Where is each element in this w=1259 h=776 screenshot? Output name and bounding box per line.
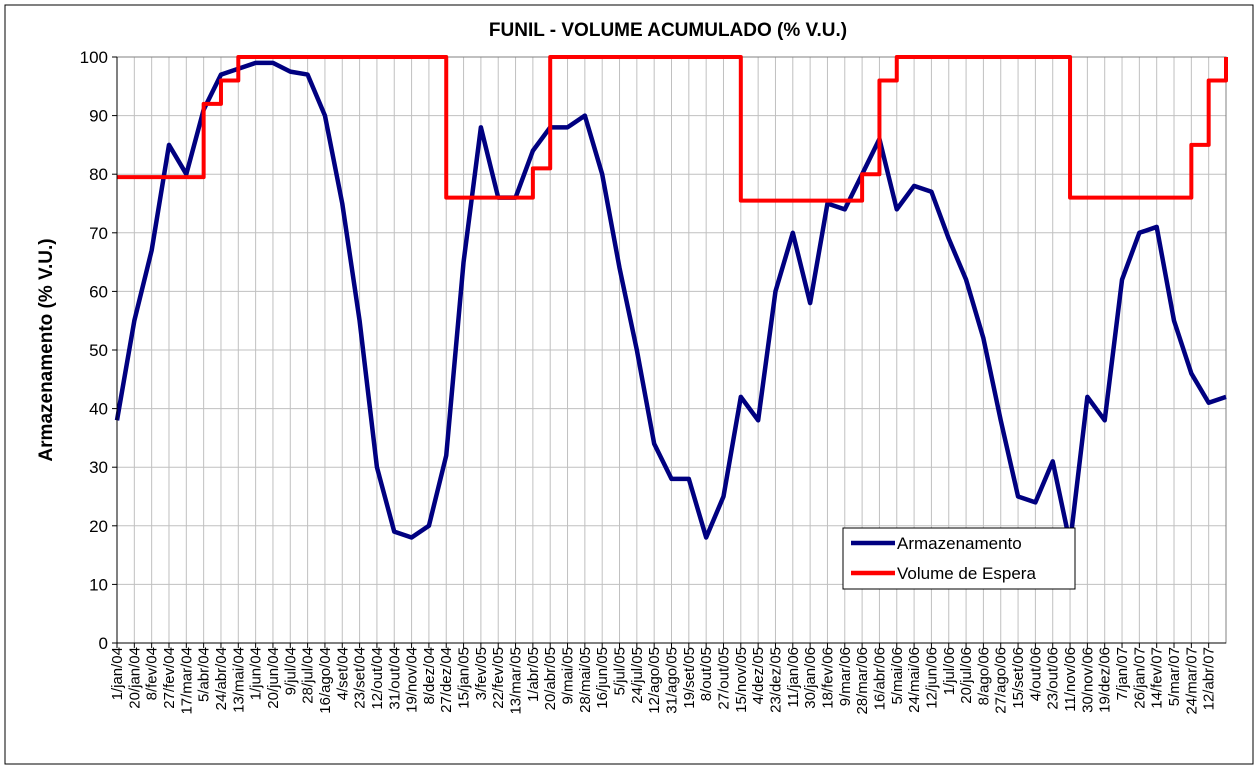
x-tick-label: 11/jan/06 bbox=[785, 647, 802, 708]
x-tick-label: 16/jun/05 bbox=[594, 647, 611, 709]
x-tick-label: 30/nov/06 bbox=[1079, 647, 1096, 713]
x-tick-label: 12/abr/07 bbox=[1201, 647, 1218, 710]
y-tick-label: 60 bbox=[89, 282, 108, 301]
x-tick-label: 17/mar/04 bbox=[178, 647, 195, 715]
x-tick-label: 5/abr/04 bbox=[196, 647, 213, 702]
x-tick-label: 15/jan/05 bbox=[456, 647, 473, 709]
x-tick-label: 23/dez/05 bbox=[767, 647, 784, 713]
x-tick-label: 19/dez/06 bbox=[1097, 647, 1114, 713]
x-tick-label: 16/abr/06 bbox=[871, 647, 888, 710]
x-tick-label: 4/dez/05 bbox=[750, 647, 767, 705]
x-tick-label: 5/mai/06 bbox=[889, 647, 906, 705]
x-tick-label: 20/jan/04 bbox=[126, 647, 143, 709]
x-tick-label: 11/nov/06 bbox=[1062, 647, 1079, 712]
x-tick-label: 1/jul/06 bbox=[941, 647, 958, 695]
x-tick-label: 8/out/05 bbox=[698, 647, 715, 701]
x-tick-label: 31/ago/05 bbox=[664, 647, 681, 714]
x-tick-label: 28/jul/04 bbox=[300, 647, 317, 704]
y-tick-label: 90 bbox=[89, 107, 108, 126]
legend bbox=[842, 527, 1076, 590]
chart-title: FUNIL - VOLUME ACUMULADO (% V.U.) bbox=[489, 20, 847, 41]
x-tick-label: 14/fev/07 bbox=[1149, 647, 1166, 709]
x-tick-label: 5/mar/07 bbox=[1166, 647, 1183, 706]
x-tick-label: 8/ago/06 bbox=[975, 647, 992, 705]
x-tick-label: 26/jan/07 bbox=[1131, 647, 1148, 709]
legend-label: Armazenamento bbox=[897, 534, 1022, 553]
x-tick-label: 12/ago/05 bbox=[646, 647, 663, 714]
x-tick-label: 30/jan/06 bbox=[802, 647, 819, 709]
x-tick-label: 13/mai/04 bbox=[230, 647, 247, 713]
y-tick-label: 50 bbox=[89, 341, 108, 360]
x-tick-label: 27/fev/04 bbox=[161, 647, 178, 709]
x-tick-label: 20/jun/04 bbox=[265, 647, 282, 709]
legend-label: Volume de Espera bbox=[897, 564, 1036, 583]
x-tick-label: 13/mar/05 bbox=[508, 647, 525, 715]
x-tick-label: 5/jul/05 bbox=[612, 647, 629, 695]
series-line bbox=[117, 55, 1228, 203]
x-tick-label: 15/set/06 bbox=[1010, 647, 1027, 709]
x-tick-label: 4/set/04 bbox=[334, 647, 351, 700]
x-tick-label: 23/set/04 bbox=[352, 647, 369, 709]
x-tick-label: 1/abr/05 bbox=[525, 647, 542, 702]
x-tick-label: 9/jul/04 bbox=[282, 647, 299, 695]
x-tick-label: 24/abr/04 bbox=[213, 647, 230, 710]
x-tick-label: 28/mar/06 bbox=[854, 647, 871, 715]
y-tick-label: 20 bbox=[89, 517, 108, 536]
x-tick-label: 8/dez/04 bbox=[421, 647, 438, 705]
x-tick-label: 27/dez/04 bbox=[438, 647, 455, 713]
x-tick-label: 16/ago/04 bbox=[317, 647, 334, 714]
x-tick-label: 24/jul/05 bbox=[629, 647, 646, 704]
x-tick-label: 24/mai/06 bbox=[906, 647, 923, 713]
x-tick-label: 24/mar/07 bbox=[1183, 647, 1200, 715]
y-tick-label: 10 bbox=[89, 575, 108, 594]
x-tick-label: 20/jul/06 bbox=[958, 647, 975, 704]
series-line bbox=[114, 60, 1227, 546]
x-tick-label: 19/set/05 bbox=[681, 647, 698, 709]
chart-border bbox=[4, 4, 1254, 765]
x-tick-label: 23/out/06 bbox=[1045, 647, 1062, 710]
x-tick-label: 3/fev/05 bbox=[473, 647, 490, 700]
x-tick-label: 18/fev/06 bbox=[819, 647, 836, 709]
x-tick-label: 20/abr/05 bbox=[542, 647, 559, 710]
x-tick-label: 7/jan/07 bbox=[1114, 647, 1131, 700]
y-axis-label: Armazenamento (% V.U.) bbox=[36, 238, 57, 461]
x-tick-label: 12/jun/06 bbox=[923, 647, 940, 709]
x-tick-label: 9/mar/06 bbox=[837, 647, 854, 706]
x-tick-label: 19/nov/04 bbox=[404, 647, 421, 713]
x-tick-label: 15/nov/05 bbox=[733, 647, 750, 713]
marks bbox=[114, 55, 1228, 546]
y-tick-label: 100 bbox=[80, 48, 108, 67]
x-tick-label: 9/mai/05 bbox=[560, 647, 577, 705]
x-tick-label: 28/mai/05 bbox=[577, 647, 594, 713]
y-tick-label: 30 bbox=[89, 458, 108, 477]
x-tick-label: 27/out/05 bbox=[715, 647, 732, 710]
x-tick-label: 4/out/06 bbox=[1027, 647, 1044, 701]
x-tick-label: 12/out/04 bbox=[369, 647, 386, 710]
y-tick-label: 0 bbox=[99, 634, 108, 653]
y-tick-label: 70 bbox=[89, 224, 108, 243]
x-tick-label: 8/fev/04 bbox=[144, 647, 161, 700]
x-tick-label: 27/ago/06 bbox=[993, 647, 1010, 714]
x-tick-label: 31/out/04 bbox=[386, 647, 403, 710]
y-tick-label: 80 bbox=[89, 165, 108, 184]
x-tick-label: 22/fev/05 bbox=[490, 647, 507, 709]
y-tick-label: 40 bbox=[89, 400, 108, 419]
x-tick-label: 1/jun/04 bbox=[248, 647, 265, 700]
x-tick-label: 1/jan/04 bbox=[109, 647, 126, 700]
